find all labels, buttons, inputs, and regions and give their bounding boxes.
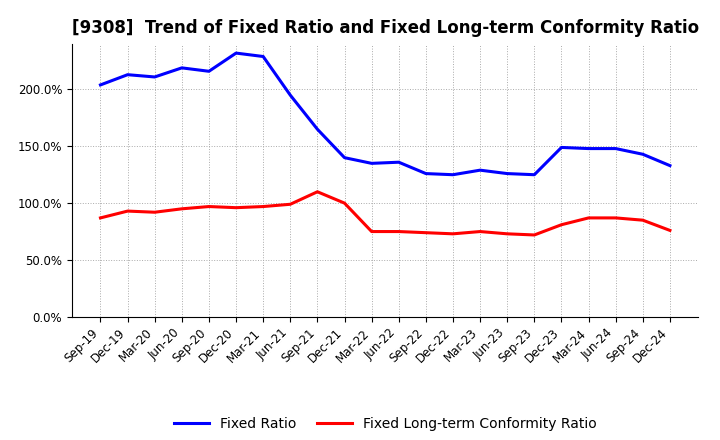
Fixed Ratio (259, 54, 268, 59)
Fixed Long-term Conformity Ratio (639, 217, 647, 223)
Fixed Long-term Conformity Ratio (232, 205, 240, 210)
Line: Fixed Long-term Conformity Ratio: Fixed Long-term Conformity Ratio (101, 192, 670, 235)
Fixed Ratio (639, 152, 647, 157)
Fixed Long-term Conformity Ratio (178, 206, 186, 212)
Fixed Ratio (611, 146, 620, 151)
Fixed Ratio (204, 69, 213, 74)
Fixed Long-term Conformity Ratio (259, 204, 268, 209)
Fixed Long-term Conformity Ratio (421, 230, 430, 235)
Fixed Ratio (150, 74, 159, 80)
Fixed Long-term Conformity Ratio (476, 229, 485, 234)
Fixed Ratio (557, 145, 566, 150)
Line: Fixed Ratio: Fixed Ratio (101, 53, 670, 175)
Fixed Ratio (178, 65, 186, 70)
Fixed Ratio (421, 171, 430, 176)
Fixed Long-term Conformity Ratio (557, 222, 566, 227)
Fixed Long-term Conformity Ratio (611, 215, 620, 220)
Fixed Ratio (503, 171, 511, 176)
Fixed Ratio (232, 51, 240, 56)
Fixed Long-term Conformity Ratio (204, 204, 213, 209)
Fixed Long-term Conformity Ratio (449, 231, 457, 236)
Fixed Ratio (123, 72, 132, 77)
Fixed Ratio (476, 168, 485, 173)
Fixed Long-term Conformity Ratio (584, 215, 593, 220)
Fixed Ratio (367, 161, 376, 166)
Fixed Long-term Conformity Ratio (530, 232, 539, 238)
Fixed Ratio (665, 163, 674, 168)
Fixed Ratio (96, 82, 105, 88)
Fixed Ratio (341, 155, 349, 160)
Fixed Long-term Conformity Ratio (313, 189, 322, 194)
Legend: Fixed Ratio, Fixed Long-term Conformity Ratio: Fixed Ratio, Fixed Long-term Conformity … (168, 411, 602, 436)
Fixed Ratio (395, 160, 403, 165)
Fixed Ratio (313, 127, 322, 132)
Fixed Ratio (530, 172, 539, 177)
Fixed Ratio (584, 146, 593, 151)
Fixed Long-term Conformity Ratio (96, 215, 105, 220)
Title: [9308]  Trend of Fixed Ratio and Fixed Long-term Conformity Ratio: [9308] Trend of Fixed Ratio and Fixed Lo… (71, 19, 699, 37)
Fixed Ratio (449, 172, 457, 177)
Fixed Long-term Conformity Ratio (503, 231, 511, 236)
Fixed Long-term Conformity Ratio (395, 229, 403, 234)
Fixed Long-term Conformity Ratio (665, 228, 674, 233)
Fixed Long-term Conformity Ratio (286, 202, 294, 207)
Fixed Long-term Conformity Ratio (123, 209, 132, 214)
Fixed Ratio (286, 92, 294, 98)
Fixed Long-term Conformity Ratio (150, 209, 159, 215)
Fixed Long-term Conformity Ratio (367, 229, 376, 234)
Fixed Long-term Conformity Ratio (341, 201, 349, 206)
